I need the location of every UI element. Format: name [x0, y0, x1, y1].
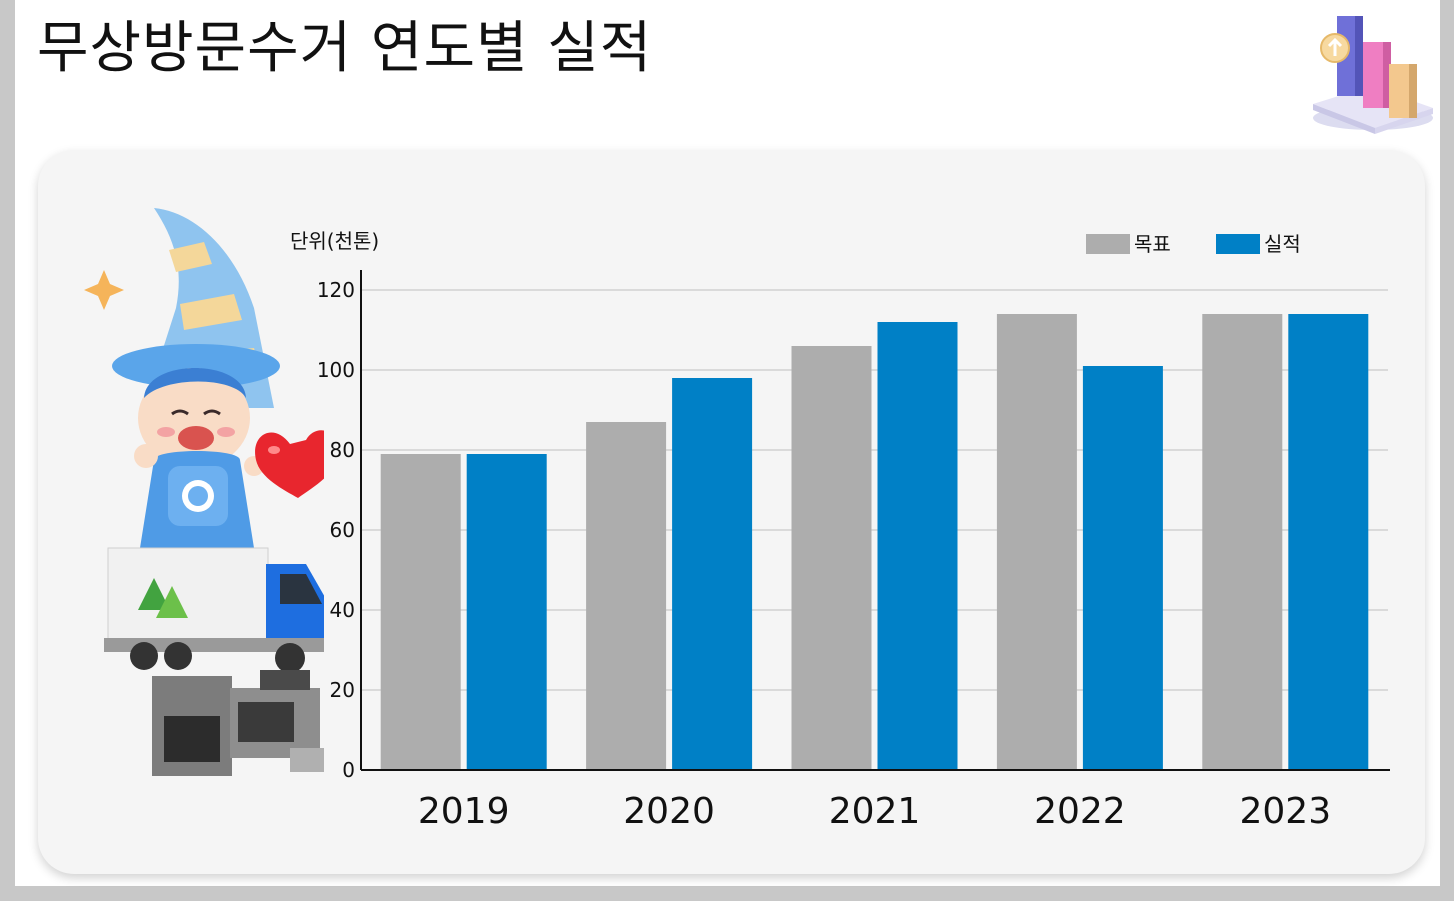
x-tick-label: 2022 — [1034, 791, 1126, 832]
y-tick-label: 100 — [317, 358, 355, 382]
legend-swatch-actual — [1216, 234, 1260, 254]
bar-2023-target — [1202, 314, 1283, 770]
bar-2019-target — [380, 454, 461, 770]
y-tick-label: 120 — [317, 278, 355, 302]
bar-2020-actual — [672, 378, 753, 770]
bar-2021-target — [791, 346, 872, 770]
legend-swatch-target — [1086, 234, 1130, 254]
chart-axes — [360, 270, 1390, 771]
chart-legend: 목표 실적 — [1086, 232, 1301, 256]
y-tick-label: 60 — [330, 518, 355, 542]
unit-label: 단위(천톤) — [290, 229, 379, 253]
chart-bars — [380, 314, 1369, 770]
slide: 무상방문수거 연도별 실적 — [15, 0, 1440, 886]
y-tick-label: 40 — [330, 598, 355, 622]
y-tick-label: 20 — [330, 678, 355, 702]
x-tick-label: 2023 — [1239, 791, 1331, 832]
y-tick-label: 0 — [342, 758, 355, 782]
bar-2021-actual — [877, 322, 958, 770]
bar-chart-3d-icon — [1313, 16, 1433, 134]
bar-2019-actual — [466, 454, 547, 770]
bar-2022-target — [996, 314, 1077, 770]
bar-2020-target — [586, 422, 667, 770]
bar-2022-actual — [1082, 366, 1163, 770]
legend-label-target: 목표 — [1134, 232, 1171, 256]
mascot-truck-appliances-illustration — [84, 208, 324, 776]
y-axis-ticks: 0 20 40 60 80 100 120 — [317, 278, 355, 782]
page-title: 무상방문수거 연도별 실적 — [37, 16, 653, 81]
legend-label-actual: 실적 — [1264, 232, 1301, 256]
bar-2023-actual — [1288, 314, 1369, 770]
x-tick-label: 2019 — [418, 791, 510, 832]
x-tick-label: 2021 — [829, 791, 921, 832]
x-axis-labels: 2019 2020 2021 2022 2023 — [418, 791, 1331, 832]
x-tick-label: 2020 — [623, 791, 715, 832]
chart-panel: 단위(천톤) 0 20 40 60 80 100 120 2019 2020 2021 2022 2… — [38, 150, 1425, 874]
y-tick-label: 80 — [330, 438, 355, 462]
